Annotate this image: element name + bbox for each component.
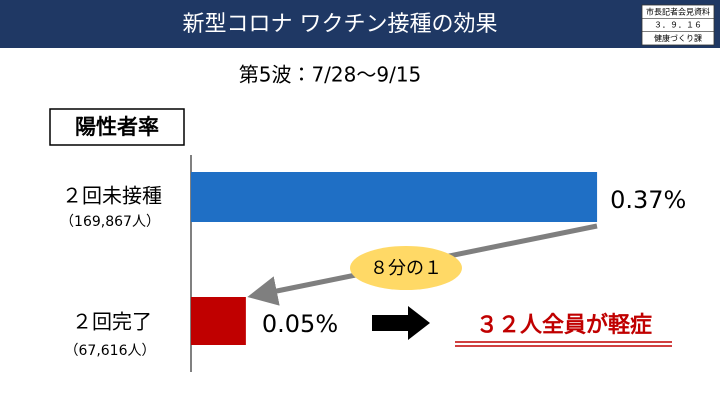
result-text: ３２人全員が軽症 (476, 312, 652, 338)
axis-label: 陽性者率 (75, 115, 159, 139)
result-arrow (372, 306, 430, 340)
value-label: 0.37% (610, 186, 686, 214)
ratio-text: ８分の１ (370, 258, 442, 279)
bar (191, 297, 246, 345)
value-label: 0.05% (262, 310, 338, 338)
bar (191, 172, 598, 222)
chart-subtitle: 第5波：7/28～9/15 (239, 63, 422, 87)
axis-label-box (49, 108, 185, 146)
category-note: （169,867人） (60, 214, 160, 230)
header-bar (0, 0, 720, 48)
category-label: ２回未接種 (62, 184, 162, 208)
category-note: （67,616人） (65, 343, 156, 359)
category-label: ２回完了 (72, 310, 152, 334)
ratio-badge (350, 246, 462, 290)
badge-text: 市長記者会見資料 (646, 7, 710, 17)
chart-title: 新型コロナ ワクチン接種の効果 (183, 12, 498, 37)
badge-box (641, 4, 715, 46)
badge-text: ３．９．１６ (654, 21, 702, 30)
badge-text: 健康づくり課 (654, 33, 702, 43)
